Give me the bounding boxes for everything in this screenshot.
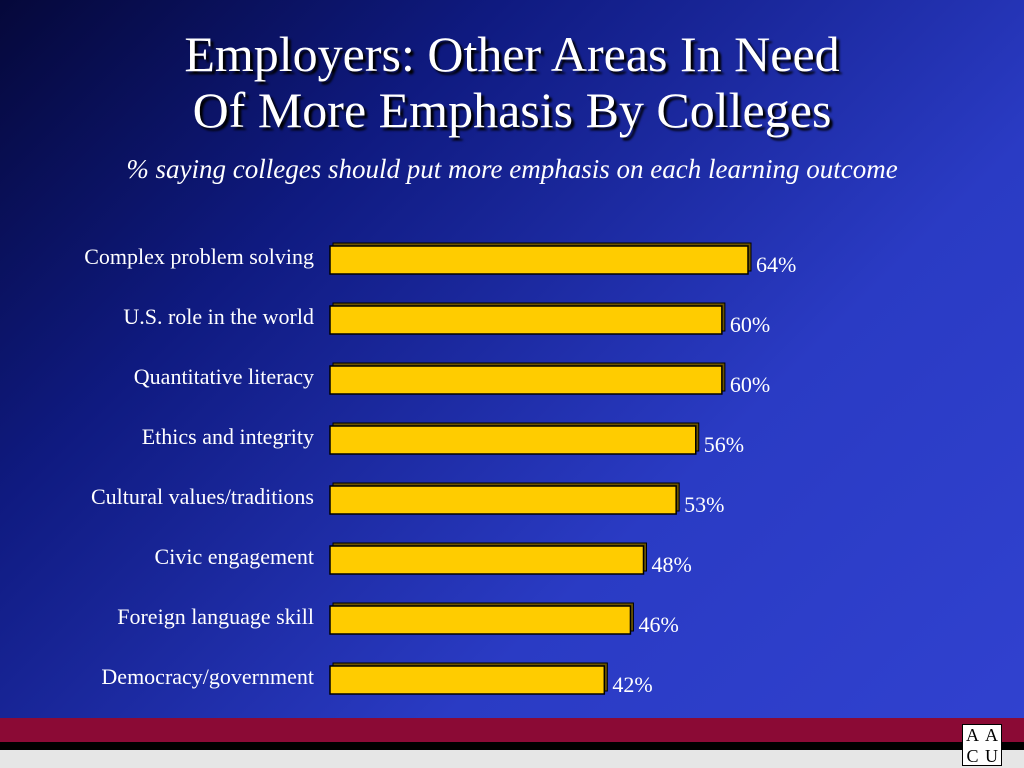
bar [329,665,606,695]
value-label: 56% [704,432,744,457]
bar [329,245,749,275]
footer-gray-band [0,750,1024,768]
category-label: Ethics and integrity [142,424,314,449]
category-label: Civic engagement [155,544,314,569]
logo-letter: A [985,725,998,745]
bar [329,605,632,635]
chart-subtitle: % saying colleges should put more emphas… [126,154,898,184]
logo-letter: C [966,746,979,766]
footer-black-band [0,742,1024,750]
footer-red-band [0,718,1024,742]
logo-letter: U [985,746,998,766]
category-label: Cultural values/traditions [91,484,314,509]
value-label: 48% [652,552,692,577]
category-label: Quantitative literacy [134,364,314,389]
bar [329,485,677,515]
aacu-logo: A A C U [962,724,1002,766]
category-label: Democracy/government [101,664,314,689]
bar [329,425,697,455]
category-label: Complex problem solving [84,244,314,269]
value-label: 60% [730,312,770,337]
category-label: Foreign language skill [117,604,314,629]
bar [329,365,723,395]
bar [329,305,723,335]
logo-letter: A [966,725,979,745]
category-label: U.S. role in the world [123,304,314,329]
title-line-2: Of More Emphasis By Colleges [192,82,832,138]
title-line-1: Employers: Other Areas In Need [184,26,840,82]
bar-chart: Complex problem solving 64% U.S. role in t… [84,242,796,697]
page-title: Employers: Other Areas In Need Of More E… [0,26,1024,138]
bar [329,545,645,575]
value-label: 64% [756,252,796,277]
value-label: 42% [612,672,652,697]
value-label: 60% [730,372,770,397]
value-label: 53% [684,492,724,517]
value-label: 46% [638,612,678,637]
